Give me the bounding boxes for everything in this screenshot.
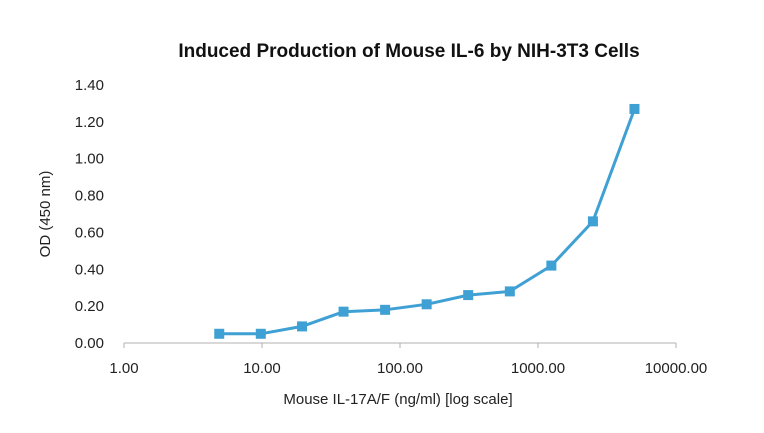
data-point-marker bbox=[338, 306, 349, 317]
data-point-marker bbox=[297, 321, 308, 332]
chart-title: Induced Production of Mouse IL-6 by NIH-… bbox=[178, 41, 639, 62]
y-axis-ticks: 0.00 0.20 0.40 0.60 0.80 1.00 1.20 1.40 bbox=[75, 77, 104, 352]
y-tick-label: 0.40 bbox=[75, 261, 104, 278]
y-tick-label: 0.60 bbox=[75, 224, 104, 241]
y-tick-label: 0.80 bbox=[75, 188, 104, 205]
x-axis-ticks: 1.00 10.00 100.00 1000.00 10000.00 bbox=[109, 343, 707, 377]
data-point-marker bbox=[380, 304, 391, 315]
series bbox=[214, 103, 640, 339]
x-axis-label: Mouse IL-17A/F (ng/ml) [log scale] bbox=[283, 391, 512, 408]
y-tick-label: 1.00 bbox=[75, 151, 104, 168]
x-tick-label: 1000.00 bbox=[511, 360, 565, 377]
data-point-marker bbox=[546, 260, 557, 271]
x-tick-label: 1.00 bbox=[109, 360, 138, 377]
y-tick-label: 0.20 bbox=[75, 298, 104, 315]
data-point-marker bbox=[629, 103, 640, 114]
x-tick-label: 10.00 bbox=[243, 360, 281, 377]
data-point-marker bbox=[421, 299, 432, 310]
data-point-marker bbox=[255, 328, 266, 339]
y-tick-label: 1.20 bbox=[75, 114, 104, 131]
data-point-marker bbox=[587, 216, 598, 227]
y-tick-label: 1.40 bbox=[75, 77, 104, 94]
y-tick-label: 0.00 bbox=[75, 335, 104, 352]
x-tick-label: 10000.00 bbox=[645, 360, 708, 377]
data-point-marker bbox=[463, 290, 474, 301]
data-point-marker bbox=[214, 328, 225, 339]
y-axis-label: OD (450 nm) bbox=[37, 171, 54, 258]
x-tick-label: 100.00 bbox=[377, 360, 423, 377]
data-point-marker bbox=[504, 286, 515, 297]
